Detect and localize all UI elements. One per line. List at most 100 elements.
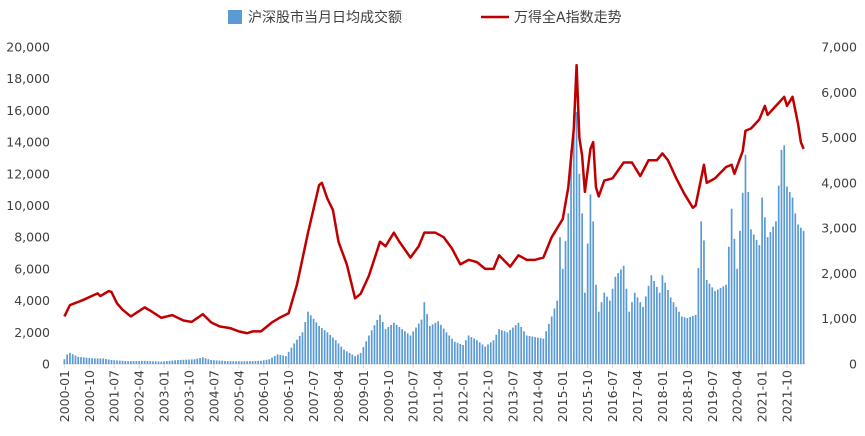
bar [478,342,481,364]
bar [667,290,669,364]
bar [520,327,523,364]
bar [348,352,351,364]
bar [215,360,218,364]
y-left-axis: 0 2,000 4,000 6,000 8,000 10,000 12,000 14,000 1… [6,40,50,372]
bar [426,314,428,364]
bar [492,340,495,364]
bar [550,316,553,364]
bar [633,292,636,364]
bar [564,241,567,364]
bar [185,359,188,364]
bar [597,311,600,364]
bar [420,319,423,364]
bar [124,360,127,364]
x-tick-label: 2009-10 [381,370,396,422]
bar [107,359,110,364]
x-tick-label: 2000-10 [82,370,97,422]
bar [143,360,146,364]
bar [525,335,528,364]
bar [428,325,431,364]
bar [711,287,714,364]
y-right-tick-label: 4,000 [821,175,857,190]
bar [692,315,694,364]
legend-label-bars: 沪深股市当月日均成交额 [248,9,402,26]
bar [750,229,752,364]
x-tick-label: 2007-07 [306,370,321,422]
bar [387,327,390,364]
x-tick-label: 2006-10 [281,370,296,422]
bar [381,322,384,364]
bar [467,335,470,364]
bar [229,361,232,364]
bar [415,327,417,364]
bar [705,280,708,364]
bar [193,359,196,364]
bar [453,341,456,364]
bar [237,361,240,364]
bar [132,361,135,364]
bar [204,358,207,364]
bar [556,300,559,364]
bar [66,354,69,364]
bar [473,338,476,364]
bar [165,361,168,364]
y-left-tick-label: 14,000 [6,135,50,150]
bar [802,230,805,364]
bar [221,360,224,364]
bar [503,331,506,364]
x-tick-label: 2013-07 [505,370,520,422]
bar [487,344,489,364]
bar [93,358,96,364]
bar [611,288,614,364]
bar [174,360,176,364]
bar [661,275,664,364]
bar [528,336,531,364]
y-left-tick-label: 10,000 [6,198,50,213]
bar [329,334,332,364]
bar [650,275,653,364]
bar [129,361,132,364]
x-tick-label: 2008-04 [331,370,346,422]
x-tick-label: 2020-04 [730,370,745,422]
bar [354,356,356,364]
bar [254,360,257,364]
bar [404,331,406,364]
bar [780,150,783,364]
y-left-tick-label: 18,000 [6,71,50,86]
bar [545,331,547,364]
x-tick-label: 2019-07 [705,370,720,422]
bar [462,344,464,364]
bar [570,150,572,364]
bar [318,325,320,364]
bar [398,327,401,364]
bar [146,360,149,364]
bar [628,311,631,364]
x-tick-label: 2003-10 [181,370,196,422]
legend: 沪深股市当月日均成交额 万得全A指数走势 [228,9,622,26]
bar [116,360,118,364]
bar [656,286,658,364]
bar [622,265,625,364]
x-tick-label: 2002-04 [132,370,147,422]
bar [251,361,254,364]
bar [63,359,66,364]
bar [423,302,426,364]
bar [265,359,268,364]
bar [595,284,597,364]
bar [600,302,603,364]
bar [536,337,539,364]
legend-label-line: 万得全A指数走势 [514,9,622,26]
bar [379,314,381,364]
bar [639,302,642,364]
bar [179,359,182,364]
bar [437,321,440,364]
bar [171,360,174,364]
bar [578,173,581,364]
x-tick-label: 2009-01 [356,370,371,422]
bar [672,302,675,364]
x-tick-label: 2021-01 [755,370,770,422]
bar [799,227,802,364]
bar [669,297,672,364]
bar [69,352,71,364]
y-right-axis: 0 1,000 2,000 3,000 4,000 5,000 6,000 7,000 [821,40,857,372]
